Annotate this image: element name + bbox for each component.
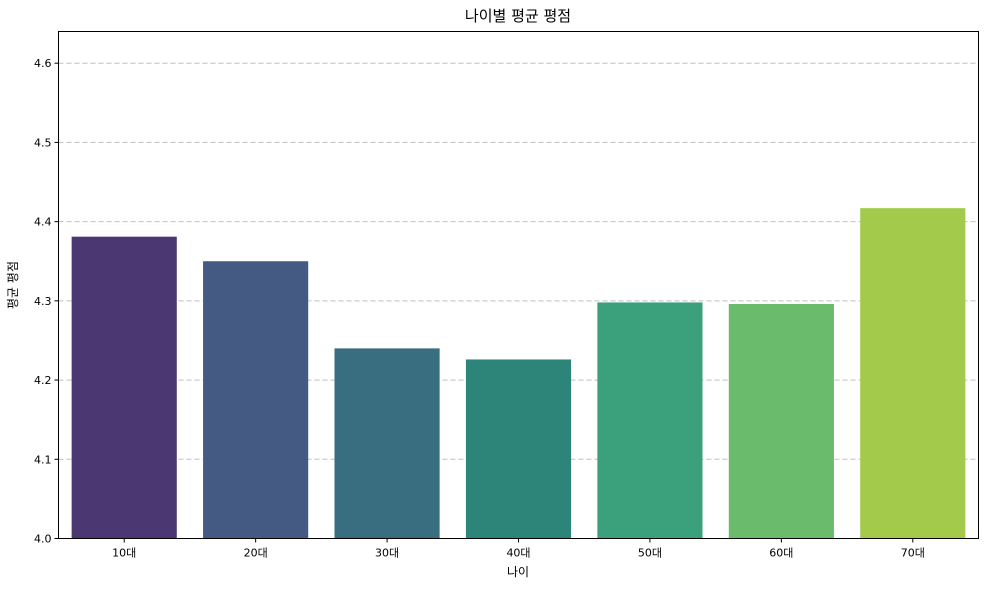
y-tick-label: 4.4 (34, 216, 52, 229)
bar-60대 (728, 304, 834, 539)
y-tick-label: 4.2 (34, 374, 52, 387)
bar-70대 (860, 208, 966, 539)
y-axis-label: 평균 평점 (6, 261, 20, 309)
x-tick-label: 40대 (506, 547, 530, 560)
bar-20대 (203, 261, 309, 539)
bar-layer (71, 208, 966, 539)
bar-40대 (465, 359, 572, 539)
y-tick-label: 4.1 (34, 453, 52, 466)
bar-50대 (597, 302, 703, 539)
x-tick-label: 30대 (375, 547, 399, 560)
x-tick-label: 70대 (901, 547, 925, 560)
y-tick-label: 4.0 (34, 533, 52, 546)
y-axis: 4.0 4.1 4.2 4.3 4.4 4.5 4.6 (34, 57, 59, 546)
x-axis: 10대 20대 30대 40대 50대 60대 70대 (112, 538, 925, 560)
chart-title: 나이별 평균 평점 (465, 7, 571, 25)
bar-10대 (71, 236, 177, 539)
x-tick-label: 50대 (638, 547, 662, 560)
bar-30대 (334, 348, 440, 539)
x-tick-label: 60대 (769, 547, 793, 560)
y-tick-label: 4.5 (34, 136, 52, 149)
x-tick-label: 10대 (112, 547, 136, 560)
x-axis-label: 나이 (507, 565, 529, 579)
y-tick-label: 4.6 (34, 57, 52, 70)
x-tick-label: 20대 (244, 547, 268, 560)
y-tick-label: 4.3 (34, 295, 52, 308)
